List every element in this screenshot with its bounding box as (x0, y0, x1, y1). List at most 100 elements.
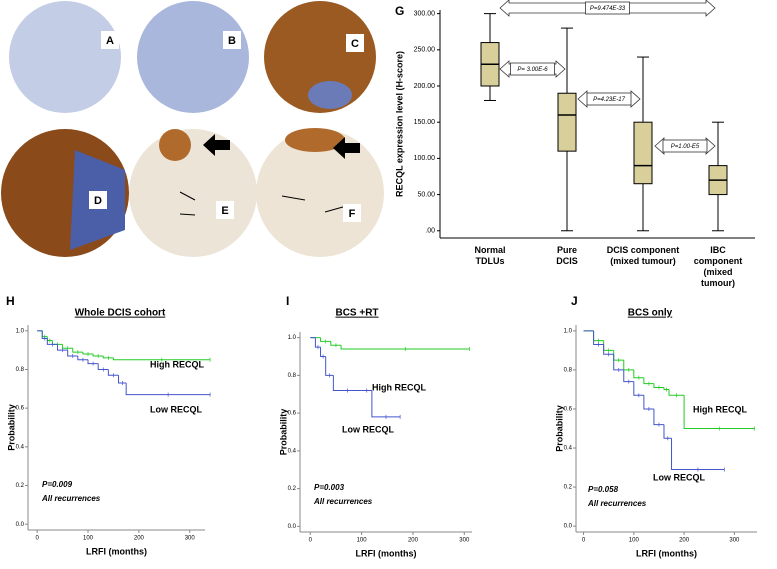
survival-step (330, 341, 342, 346)
y-tick-label: 0.8 (564, 367, 573, 373)
image-label-box (346, 34, 364, 52)
survival-step (87, 359, 99, 365)
survival-step (57, 344, 68, 351)
x-tick-label: 100 (83, 536, 94, 542)
chart-title: Whole DCIS cohort (75, 308, 166, 319)
box (633, 121, 653, 185)
survival-step (77, 355, 89, 361)
survival-step (671, 438, 725, 471)
x-tick-label: 200 (679, 538, 690, 544)
x-tick-label: 0 (309, 538, 313, 544)
annotation-box (662, 139, 708, 153)
image-label: B (228, 35, 236, 47)
x-axis-label: LRFI (months) (356, 548, 417, 558)
x-axis-label: LRFI (months) (636, 548, 697, 558)
image-c (264, 1, 376, 113)
y-tick-label: 150.00 (414, 119, 436, 126)
survival-step (325, 356, 334, 376)
y-tick-label: 50.00 (417, 191, 435, 198)
survival-step (320, 337, 331, 342)
survival-step (643, 395, 654, 410)
image-b (137, 1, 249, 113)
survival-step (97, 363, 109, 370)
survival-step (314, 337, 321, 348)
chart-title: BCS only (628, 308, 673, 319)
image-label: A (106, 35, 114, 47)
survival-step (92, 354, 104, 357)
y-tick-label: 0.4 (16, 444, 25, 450)
y-tick-label: 0.2 (288, 486, 297, 492)
panel-letter: G (395, 4, 404, 18)
survival-step (107, 369, 119, 376)
panel-letter: H (6, 294, 15, 308)
x-tick-label: 200 (134, 536, 145, 542)
survival-step (663, 424, 672, 439)
survival-step (46, 338, 58, 345)
y-tick-label: 0.6 (288, 411, 297, 417)
p-value-annotation: P=1.00-E5 (671, 144, 700, 150)
y-tick-label: 0.2 (16, 483, 25, 489)
survival-step (332, 375, 362, 391)
panel-letter: J (571, 294, 578, 308)
p-value-annotation: P=9.474E-33 (590, 6, 626, 12)
image-label: C (351, 38, 359, 50)
x-tick-label: Normal TDLUs (474, 245, 506, 266)
y-tick-label: 1.0 (288, 335, 297, 341)
series-label: Low RECQL (150, 404, 202, 414)
y-tick-label: 300.00 (414, 10, 436, 17)
y-axis-label: Probability (554, 405, 564, 452)
image-label-box (89, 191, 107, 209)
y-tick-label: 0.0 (288, 524, 297, 530)
y-tick-label: 0.8 (16, 367, 25, 373)
x-tick-label: 100 (629, 538, 640, 544)
image-c-region (308, 81, 352, 109)
annotation: All recurrences (41, 494, 101, 503)
annotation: All recurrences (313, 497, 373, 506)
y-tick-label: 1.0 (564, 328, 573, 334)
survival-step (593, 330, 604, 346)
y-tick-label: .00 (425, 228, 435, 235)
survival-step (633, 381, 644, 396)
y-tick-label: 1.0 (16, 328, 25, 334)
image-label-box (223, 31, 241, 49)
p-value-annotation: P= 3.00E-6 (517, 67, 548, 73)
annotation: All recurrences (587, 499, 647, 508)
annotation-box (510, 62, 555, 76)
image-label: D (94, 195, 102, 207)
survival-step (668, 389, 685, 396)
x-tick-label: 300 (729, 538, 740, 544)
y-axis-label: RECQL expression level (H-score) (394, 51, 404, 197)
series-label: Low RECQL (653, 472, 705, 482)
y-axis-label: Probability (6, 404, 16, 451)
image-label-box (101, 31, 119, 49)
survival-step (67, 350, 78, 357)
survival-step (125, 383, 211, 396)
series-label: High RECQL (372, 382, 426, 392)
image-e-region (159, 129, 191, 161)
chart-title: BCS +RT (335, 308, 378, 319)
y-tick-label: 0.8 (288, 373, 297, 379)
survival-step (112, 357, 211, 361)
image-f (256, 129, 384, 257)
x-tick-label: 0 (35, 536, 39, 542)
survival-step (340, 345, 470, 350)
x-tick-label: DCIS component (mixed tumour) (606, 245, 680, 266)
annotation: P=0.003 (314, 483, 345, 492)
p-value-annotation: P=4.23E-17 (593, 97, 626, 103)
x-tick-label: IBC component (mixed tumour) (693, 245, 743, 288)
y-tick-label: 0.6 (564, 407, 573, 413)
y-tick-label: 200.00 (414, 83, 436, 90)
histology-images (1, 1, 384, 257)
survival-step (72, 348, 83, 353)
survival-step (82, 352, 94, 355)
image-label-box (343, 204, 361, 222)
y-tick-label: 250.00 (414, 47, 436, 54)
x-axis-label: LRFI (months) (86, 546, 147, 556)
annotation: P=0.009 (42, 480, 73, 489)
image-a (9, 1, 121, 113)
y-tick-label: 0.0 (16, 522, 25, 528)
x-tick-label: Pure DCIS (556, 245, 578, 266)
x-tick-label: 0 (582, 538, 586, 544)
annotation: P=0.058 (588, 485, 619, 494)
